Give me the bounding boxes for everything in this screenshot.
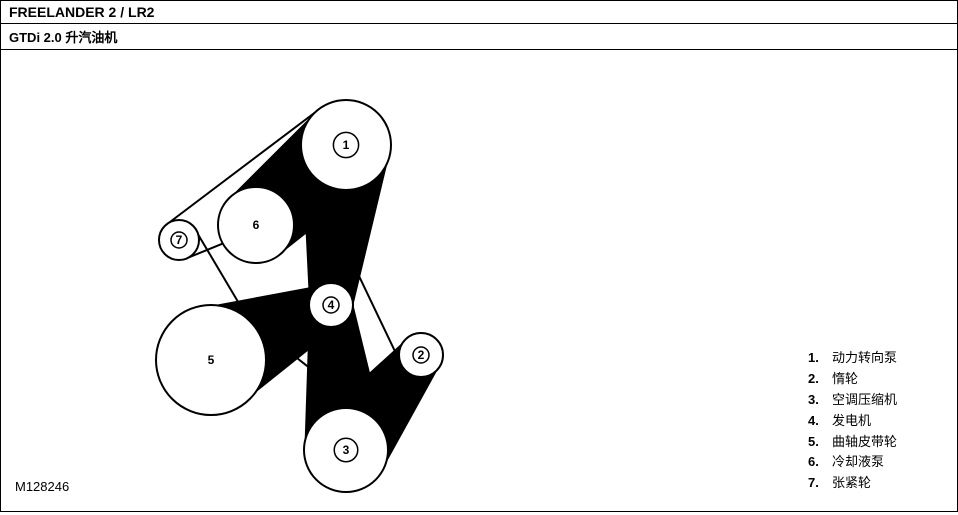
legend-text: 发电机	[832, 411, 897, 432]
legend: 1.动力转向泵2.惰轮3.空调压缩机4.发电机5.曲轴皮带轮6.冷却液泵7.张紧…	[808, 348, 897, 494]
legend-row: 4.发电机	[808, 411, 897, 432]
legend-number: 1.	[808, 348, 832, 369]
figure-reference: M128246	[15, 479, 69, 494]
legend-text: 动力转向泵	[832, 348, 897, 369]
legend-row: 1.动力转向泵	[808, 348, 897, 369]
svg-text:5: 5	[208, 353, 215, 367]
pulley-7: 7	[159, 220, 199, 260]
legend-row: 5.曲轴皮带轮	[808, 432, 897, 453]
legend-number: 2.	[808, 369, 832, 390]
svg-text:6: 6	[253, 218, 260, 232]
legend-text: 张紧轮	[832, 473, 897, 494]
legend-row: 6.冷却液泵	[808, 452, 897, 473]
svg-text:2: 2	[418, 348, 425, 362]
legend-number: 3.	[808, 390, 832, 411]
pulley-4: 4	[309, 283, 353, 327]
page-frame: FREELANDER 2 / LR2 GTDi 2.0 升汽油机 1 2 3 4 5 6 7…	[0, 0, 958, 512]
legend-number: 5.	[808, 432, 832, 453]
legend-text: 曲轴皮带轮	[832, 432, 897, 453]
page-header: FREELANDER 2 / LR2	[1, 1, 957, 24]
legend-number: 7.	[808, 473, 832, 494]
belt-diagram: 1 2 3 4 5 6 7	[1, 50, 621, 515]
legend-number: 4.	[808, 411, 832, 432]
svg-text:7: 7	[176, 233, 183, 247]
legend-text: 冷却液泵	[832, 452, 897, 473]
legend-text: 惰轮	[832, 369, 897, 390]
pulley-3: 3	[304, 408, 388, 492]
page-subheader: GTDi 2.0 升汽油机	[1, 24, 957, 50]
pulley-6: 6	[218, 187, 294, 263]
pulley-5: 5	[156, 305, 266, 415]
pulley-1: 1	[301, 100, 391, 190]
svg-text:3: 3	[343, 443, 350, 457]
legend-row: 2.惰轮	[808, 369, 897, 390]
diagram-area: 1 2 3 4 5 6 7 1.动力转向泵2.惰轮3.空调压缩机4.发电机5.曲轴皮带轮6.…	[1, 50, 957, 514]
legend-row: 3.空调压缩机	[808, 390, 897, 411]
legend-number: 6.	[808, 452, 832, 473]
legend-row: 7.张紧轮	[808, 473, 897, 494]
pulley-2: 2	[399, 333, 443, 377]
svg-text:1: 1	[343, 138, 350, 152]
svg-text:4: 4	[328, 298, 335, 312]
legend-text: 空调压缩机	[832, 390, 897, 411]
